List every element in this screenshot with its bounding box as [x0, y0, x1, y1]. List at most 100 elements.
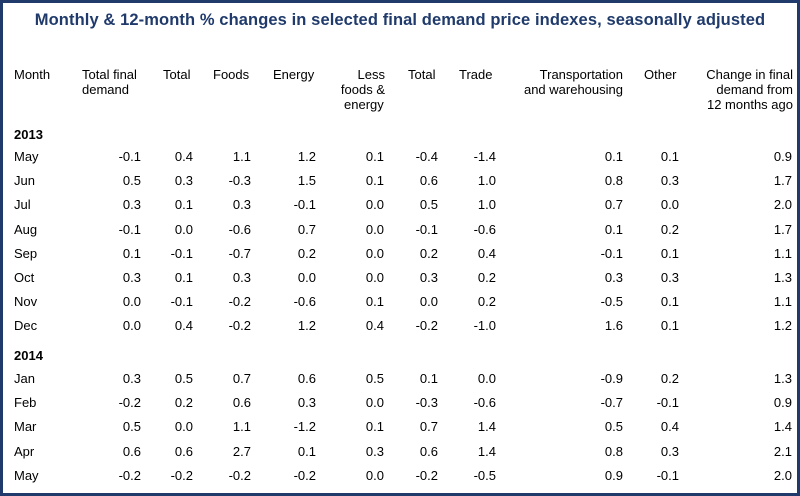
table-cell: 1.4 [477, 443, 496, 459]
table-cell: -0.3 [415, 395, 438, 411]
table-cell: -0.4 [415, 149, 438, 164]
header-total: Total [163, 67, 191, 82]
table-row: Sep 0.1 -0.1 -0.7 0.2 0.0 0.2 0.4 -0.1 0.1 1.1 [3, 243, 800, 265]
table-cell: -0.3 [228, 173, 251, 189]
table-row: Mar 0.5 0.0 1.1 -1.2 0.1 0.7 1.4 0.5 0.4 1.4 [3, 416, 800, 438]
table-cell: 1.2 [297, 149, 316, 164]
table-cell: -0.7 [600, 395, 623, 411]
table-cell: 1.7 [773, 173, 792, 189]
table-cell: 0.0 [477, 371, 496, 386]
table-row: Apr 0.6 0.6 2.7 0.1 0.3 0.6 1.4 0.8 0.3 2.1 [3, 441, 800, 463]
table-cell: -0.2 [118, 467, 141, 483]
table-cell: -0.1 [170, 294, 193, 310]
row-month: Nov [14, 294, 38, 310]
table-cell: 0.9 [604, 467, 623, 483]
table-cell: 0.4 [365, 318, 384, 334]
year-label: 2014 [14, 348, 43, 363]
table-cell: 0.2 [297, 245, 316, 261]
table-row: Nov 0.0 -0.1 -0.2 -0.6 0.1 0.0 0.2 -0.5 0.1 1.1 [3, 291, 800, 313]
table-cell: 1.0 [477, 197, 496, 213]
table-cell: -0.1 [170, 245, 193, 261]
table-cell: 1.4 [477, 419, 496, 435]
table-cell: 1.1 [773, 245, 792, 261]
table-cell: -0.2 [415, 318, 438, 334]
header-total-services: Total [408, 67, 436, 82]
row-month: May [14, 467, 39, 483]
row-month: Jun [14, 173, 35, 189]
table-cell: -0.7 [228, 245, 251, 261]
table-cell: 0.0 [122, 294, 141, 310]
row-month: Apr [14, 443, 35, 459]
table-row: Feb -0.2 0.2 0.6 0.3 0.0 -0.3 -0.6 -0.7 -0.1 0.9 [3, 392, 800, 414]
table-cell: 0.3 [174, 173, 193, 189]
table-cell: 0.0 [365, 270, 384, 285]
table-row: Dec 0.0 0.4 -0.2 1.2 0.4 -0.2 -1.0 1.6 0.1 1.2 [3, 315, 800, 337]
table-cell: 0.4 [174, 318, 193, 334]
table-cell: 0.2 [419, 245, 438, 261]
table-cell: 0.3 [122, 270, 141, 285]
table-cell: -0.6 [228, 221, 251, 237]
table-cell: 0.7 [604, 197, 623, 213]
table-cell: 0.0 [419, 294, 438, 310]
table-cell: 0.3 [122, 371, 141, 386]
table-cell: -0.5 [600, 294, 623, 310]
table-row: Jan 0.3 0.5 0.7 0.6 0.5 0.1 0.0 -0.9 0.2 1.3 [3, 368, 800, 390]
table-row: May -0.2 -0.2 -0.2 -0.2 0.0 -0.2 -0.5 0.9 -0.1 2.0 [3, 465, 800, 487]
table-cell: 0.3 [122, 197, 141, 213]
table-cell: 0.0 [365, 245, 384, 261]
table-cell: 0.1 [174, 270, 193, 285]
table-cell: 0.1 [297, 443, 316, 459]
header-less-foods-energy: Less foods & energy [340, 67, 385, 112]
table-cell: 0.1 [604, 221, 623, 237]
table-cell: 0.7 [232, 371, 251, 386]
table-cell: -0.1 [656, 395, 679, 411]
table-cell: 0.2 [660, 221, 679, 237]
row-month: Aug [14, 221, 38, 237]
table-cell: 0.4 [660, 419, 679, 435]
table-cell: 0.3 [604, 270, 623, 285]
table-cell: -1.4 [473, 149, 496, 164]
table-cell: 1.7 [773, 221, 792, 237]
table-cell: 0.6 [122, 443, 141, 459]
table-cell: -1.0 [473, 318, 496, 334]
table-cell: 1.2 [297, 318, 316, 334]
table-cell: 0.8 [604, 173, 623, 189]
table-cell: -0.5 [473, 467, 496, 483]
table-cell: -0.2 [118, 395, 141, 411]
table-cell: -0.2 [228, 294, 251, 310]
table-cell: 0.3 [232, 197, 251, 213]
table-cell: 0.5 [122, 173, 141, 189]
table-cell: 1.4 [773, 419, 792, 435]
table-cell: -0.2 [293, 467, 316, 483]
table-cell: 0.1 [604, 149, 623, 164]
table-cell: 0.1 [174, 197, 193, 213]
table-cell: 0.6 [419, 173, 438, 189]
table-cell: 0.6 [297, 371, 316, 386]
table-cell: -0.6 [473, 395, 496, 411]
header-other: Other [644, 67, 677, 82]
header-total-final-demand: Total final demand [82, 67, 137, 97]
table-cell: 0.2 [174, 395, 193, 411]
table-cell: -1.2 [293, 419, 316, 435]
table-cell: 0.1 [660, 149, 679, 164]
table-cell: -0.2 [170, 467, 193, 483]
table-cell: 0.0 [297, 270, 316, 285]
table-row: May -0.1 0.4 1.1 1.2 0.1 -0.4 -1.4 0.1 0.1 0.9 [3, 146, 800, 168]
column-headers: Month Total final demand Total Foods Ene… [3, 67, 800, 127]
row-month: Dec [14, 318, 38, 334]
table-cell: -0.6 [293, 294, 316, 310]
header-trade: Trade [459, 67, 493, 82]
table-cell: 2.1 [773, 443, 792, 459]
table-cell: 0.1 [365, 149, 384, 164]
table-cell: 0.0 [365, 467, 384, 483]
table-cell: 0.0 [365, 197, 384, 213]
table-cell: -0.1 [600, 245, 623, 261]
table-cell: -0.1 [118, 221, 141, 237]
table-cell: 0.9 [773, 395, 792, 411]
table-cell: 1.6 [604, 318, 623, 334]
table-cell: 0.3 [297, 395, 316, 411]
table-cell: 0.9 [773, 149, 792, 164]
table-cell: 0.6 [174, 443, 193, 459]
table-cell: 0.3 [419, 270, 438, 285]
